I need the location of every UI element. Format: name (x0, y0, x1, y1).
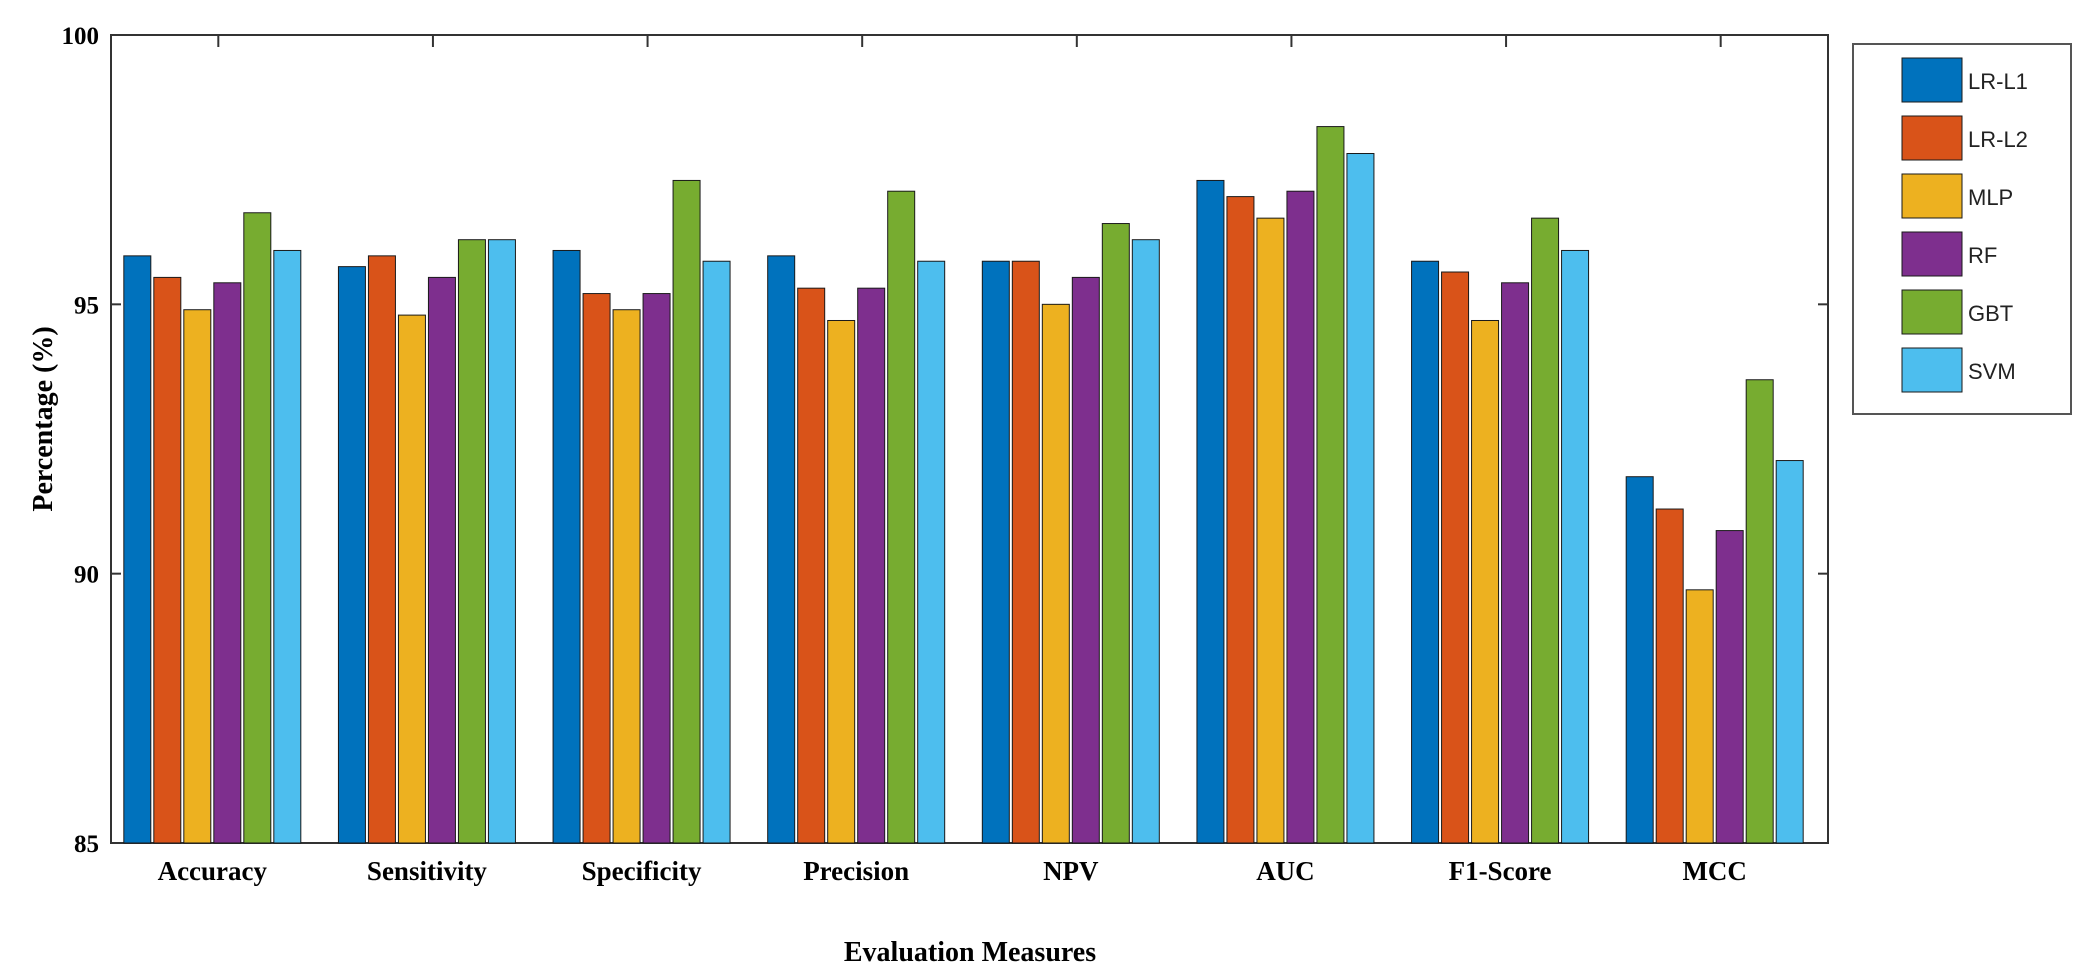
bar-mlp-npv (1041, 303, 1070, 844)
legend-swatch-mlp (1901, 173, 1963, 219)
bar-mlp-mcc (1685, 589, 1714, 844)
bar-rf-precision (857, 287, 886, 844)
bar-lr-l1-f1-score (1411, 260, 1440, 844)
x-tick-label: Accuracy (158, 856, 268, 886)
bar-gbt-precision (887, 190, 916, 844)
bar-gbt-auc (1316, 126, 1345, 844)
bar-rf-sensitivity (427, 276, 456, 844)
x-tick-label: MCC (1682, 856, 1746, 886)
x-tick-label: Specificity (582, 856, 702, 886)
bar-lr-l1-auc (1196, 179, 1225, 844)
bar-lr-l1-precision (767, 255, 796, 844)
legend-label-svm: SVM (1968, 359, 2016, 384)
bar-svm-accuracy (273, 249, 302, 844)
bar-mlp-precision (827, 319, 856, 844)
y-tick-label: 90 (74, 562, 99, 589)
bar-rf-specificity (642, 293, 671, 844)
x-axis-title: Evaluation Measures (844, 937, 1096, 967)
bar-svm-auc (1346, 153, 1375, 844)
bar-rf-mcc (1715, 530, 1744, 844)
bar-lr-l2-mcc (1655, 508, 1684, 844)
bar-mlp-specificity (612, 309, 641, 844)
bar-svm-npv (1131, 239, 1160, 844)
bar-gbt-sensitivity (457, 239, 486, 844)
y-tick-label: 100 (62, 23, 100, 50)
legend-swatch-lr-l2 (1901, 115, 1963, 161)
bar-gbt-accuracy (243, 212, 272, 844)
bar-gbt-specificity (672, 179, 701, 844)
bar-lr-l1-sensitivity (337, 266, 366, 844)
x-tick-label: F1-Score (1449, 856, 1552, 886)
x-tick-label: Sensitivity (367, 856, 488, 886)
legend-label-rf: RF (1968, 243, 1997, 268)
legend-label-gbt: GBT (1968, 301, 2013, 326)
legend-swatch-lr-l1 (1901, 57, 1963, 103)
legend-label-lr-l1: LR-L1 (1968, 69, 2028, 94)
bar-svm-f1-score (1561, 249, 1590, 844)
legend-swatch-svm (1901, 347, 1963, 393)
bar-svm-sensitivity (487, 239, 516, 844)
bar-gbt-npv (1101, 223, 1130, 844)
bar-lr-l1-npv (981, 260, 1010, 844)
bars-group (123, 126, 1804, 844)
bar-lr-l2-precision (797, 287, 826, 844)
bar-rf-accuracy (213, 282, 242, 844)
y-axis-title: Percentage (%) (28, 326, 59, 511)
category-labels: Accuracy Sensitivity Specificity Precision N… (158, 856, 1747, 886)
bar-svm-specificity (702, 260, 731, 844)
bar-lr-l1-mcc (1625, 476, 1654, 844)
legend-swatch-gbt (1901, 289, 1963, 335)
x-tick-label: Precision (803, 856, 909, 886)
bar-rf-npv (1071, 276, 1100, 844)
bar-mlp-sensitivity (397, 314, 426, 844)
bar-lr-l2-specificity (582, 293, 611, 844)
bar-svm-precision (917, 260, 946, 844)
x-tick-label: AUC (1256, 856, 1315, 886)
bar-lr-l2-f1-score (1441, 271, 1470, 844)
bar-lr-l1-specificity (552, 249, 581, 844)
bar-lr-l1-accuracy (123, 255, 152, 844)
bar-svm-mcc (1775, 460, 1804, 844)
y-tick-label: 85 (74, 831, 99, 858)
bar-gbt-mcc (1745, 379, 1774, 844)
bar-lr-l2-npv (1011, 260, 1040, 844)
bar-gbt-f1-score (1531, 217, 1560, 844)
bar-mlp-f1-score (1471, 319, 1500, 844)
bar-rf-auc (1286, 190, 1315, 844)
x-axis-ticks (217, 35, 1722, 47)
y-axis: 85 90 95 100 (62, 23, 1828, 858)
bar-lr-l2-sensitivity (367, 255, 396, 844)
y-tick-label: 95 (74, 292, 99, 319)
bar-lr-l2-auc (1226, 196, 1255, 844)
bar-lr-l2-accuracy (153, 276, 182, 844)
x-tick-label: NPV (1043, 856, 1099, 886)
legend-swatch-rf (1901, 231, 1963, 277)
bar-mlp-accuracy (183, 309, 212, 844)
bar-mlp-auc (1256, 217, 1285, 844)
legend-label-mlp: MLP (1968, 185, 2013, 210)
bar-rf-f1-score (1501, 282, 1530, 844)
legend: LR-L1 LR-L2 MLP RF GBT SVM (1852, 43, 2072, 415)
legend-label-lr-l2: LR-L2 (1968, 127, 2028, 152)
